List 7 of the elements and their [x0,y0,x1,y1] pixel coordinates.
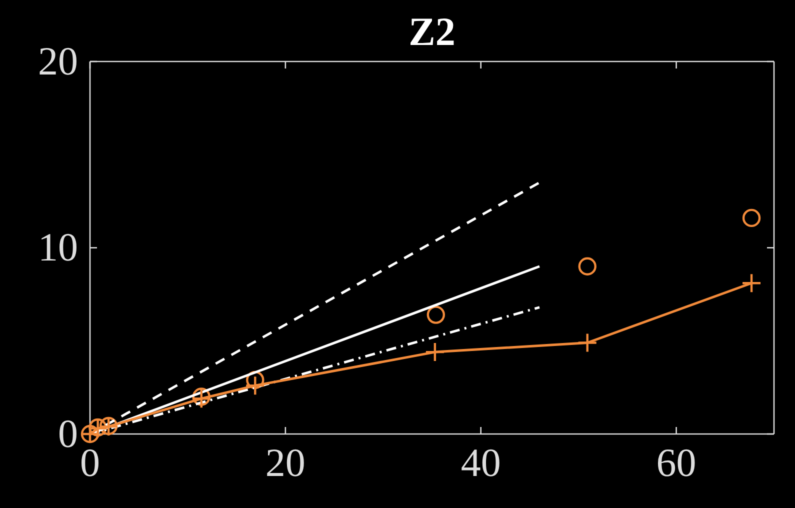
y-tick-label: 0 [58,410,78,456]
y-tick-label: 20 [38,38,78,84]
x-tick-label: 40 [460,440,501,485]
y-tick-label: 10 [38,224,78,270]
x-tick-label: 20 [265,440,306,485]
x-tick-label: 60 [656,440,696,485]
chart-title: Z2 [408,9,456,54]
